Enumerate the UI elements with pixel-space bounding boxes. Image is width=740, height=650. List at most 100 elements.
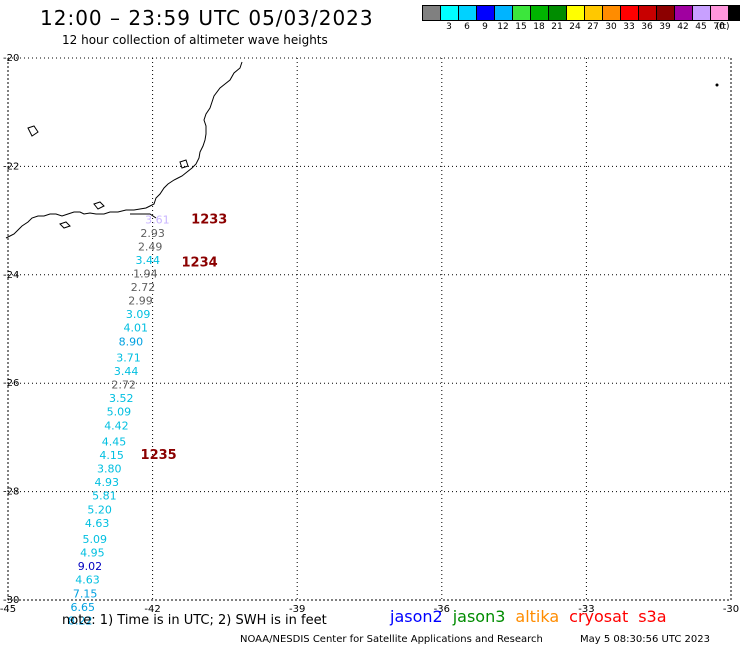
x-tick-label: -39 xyxy=(289,604,305,615)
satellite-legend: jason2 jason3 altika cryosat s3a xyxy=(390,607,677,626)
wave-height-value: 2.99 xyxy=(128,295,153,308)
wave-height-value: 3.09 xyxy=(126,308,151,321)
wave-height-value: 4.93 xyxy=(95,476,120,489)
x-tick-label: -33 xyxy=(578,604,594,615)
wave-height-value: 8.90 xyxy=(119,335,144,348)
time-labels: 1233 1234 1235 xyxy=(141,212,228,463)
wave-height-value: 5.20 xyxy=(87,503,112,516)
color-scale-label: 21 xyxy=(551,22,563,32)
map-title: 12:00 – 23:59 UTC 05/03/2023 xyxy=(40,6,374,30)
wave-height-value: 2.93 xyxy=(140,227,165,240)
wave-height-value: 1.94 xyxy=(133,268,158,281)
wave-height-value: 5.09 xyxy=(83,533,108,546)
color-scale-label xyxy=(728,22,740,32)
wave-height-value: 2.49 xyxy=(138,240,163,253)
color-scale-label: 70 xyxy=(713,22,725,32)
wave-height-value: 8.22 xyxy=(68,614,93,627)
y-tick-label: -26 xyxy=(3,378,19,389)
x-tick-label: -30 xyxy=(723,604,739,615)
x-tick-label: -36 xyxy=(434,604,450,615)
color-scale-label xyxy=(422,22,440,32)
wave-height-value: 3.44 xyxy=(136,254,161,267)
satellite-legend-item: jason3 xyxy=(452,607,506,626)
color-scale-label: 30 xyxy=(605,22,617,32)
wave-height-value: 5.09 xyxy=(107,406,132,419)
map-frame xyxy=(7,57,732,601)
color-scale-unit: (ft) xyxy=(716,22,730,32)
generated-date: May 5 08:30:56 UTC 2023 xyxy=(580,634,710,645)
wave-height-value: 2.72 xyxy=(131,281,156,294)
color-scale-swatch xyxy=(567,6,585,20)
lat-lon-grid: -45 -42 -39 -36 -33 -30 -20 -22 -24 -26 -28 -30 xyxy=(0,53,739,615)
wave-height-value: 4.42 xyxy=(104,419,129,432)
color-scale-swatch xyxy=(729,6,740,20)
satellite-legend-item: jason2 xyxy=(390,607,443,626)
y-tick-label: -20 xyxy=(3,53,19,64)
y-tick-label: -24 xyxy=(3,270,19,281)
credit-text: NOAA/NESDIS Center for Satellite Applica… xyxy=(240,634,543,645)
color-scale-label: 3 xyxy=(446,22,452,32)
color-scale-swatch xyxy=(459,6,477,20)
island-dot xyxy=(715,83,719,87)
color-scale-swatch xyxy=(657,6,675,20)
wave-height-value: 6.65 xyxy=(70,601,95,614)
wave-height-value: 4.63 xyxy=(85,517,110,530)
wave-height-value: 2.72 xyxy=(111,379,136,392)
color-scale-swatch xyxy=(621,6,639,20)
wave-height-value: 3.61 xyxy=(145,213,170,226)
wave-height-value: 5.81 xyxy=(92,490,117,503)
color-scale-label: 39 xyxy=(659,22,671,32)
wave-height-value: 3.80 xyxy=(97,463,122,476)
color-scale-label: 18 xyxy=(533,22,545,32)
color-scale-label: 36 xyxy=(641,22,653,32)
y-tick-label: -22 xyxy=(3,161,19,172)
color-scale-swatch xyxy=(549,6,567,20)
color-scale-label: 12 xyxy=(497,22,509,32)
wave-height-value: 7.15 xyxy=(73,587,98,600)
color-scale-label: 9 xyxy=(482,22,488,32)
wave-height-value: 4.95 xyxy=(80,547,105,560)
color-scale-swatch xyxy=(495,6,513,20)
color-scale-label: 45 xyxy=(695,22,707,32)
color-scale-label: 27 xyxy=(587,22,599,32)
pass-time-label: 1233 xyxy=(191,212,227,227)
wave-height-observations: 3.612.932.493.441.942.722.993.094.018.90… xyxy=(68,213,170,627)
color-scale-label: 33 xyxy=(623,22,635,32)
map-subtitle: 12 hour collection of altimeter wave hei… xyxy=(62,33,328,47)
wave-height-value: 3.52 xyxy=(109,392,134,405)
color-scale-swatch xyxy=(585,6,603,20)
color-scale-swatch xyxy=(441,6,459,20)
wave-height-value: 3.44 xyxy=(114,365,139,378)
color-scale-swatch xyxy=(693,6,711,20)
color-scale-swatch xyxy=(423,6,441,20)
color-scale-swatch xyxy=(639,6,657,20)
footer-note: note: 1) Time is in UTC; 2) SWH is in fe… xyxy=(62,613,327,628)
coastline xyxy=(5,61,243,239)
pass-time-label: 1235 xyxy=(141,448,177,463)
satellite-legend-item: s3a xyxy=(638,607,667,626)
color-scale-swatch xyxy=(711,6,729,20)
wave-height-value: 9.02 xyxy=(78,560,103,573)
satellite-legend-item: altika xyxy=(515,607,560,626)
y-tick-label: -28 xyxy=(3,487,19,498)
color-scale-swatch xyxy=(531,6,549,20)
color-scale-swatch xyxy=(477,6,495,20)
wave-height-value: 4.15 xyxy=(99,449,124,462)
color-scale-labels: 3 6 9 12 15 18 21 24 27 30 33 36 39 42 45 70 xyxy=(422,22,740,32)
color-scale-label: 42 xyxy=(677,22,689,32)
color-scale-swatch xyxy=(603,6,621,20)
x-tick-label: -45 xyxy=(0,604,16,615)
color-scale-bar xyxy=(422,5,740,21)
wave-height-value: 4.63 xyxy=(75,574,100,587)
color-scale-swatch xyxy=(513,6,531,20)
wave-height-value: 4.45 xyxy=(102,436,127,449)
y-tick-label: -30 xyxy=(3,595,19,606)
color-scale-label: 24 xyxy=(569,22,581,32)
pass-time-label: 1234 xyxy=(182,256,218,271)
color-scale-label: 15 xyxy=(515,22,527,32)
x-tick-label: -42 xyxy=(144,604,160,615)
color-scale-swatch xyxy=(675,6,693,20)
color-scale-label: 6 xyxy=(464,22,470,32)
wave-height-value: 3.71 xyxy=(116,352,141,365)
